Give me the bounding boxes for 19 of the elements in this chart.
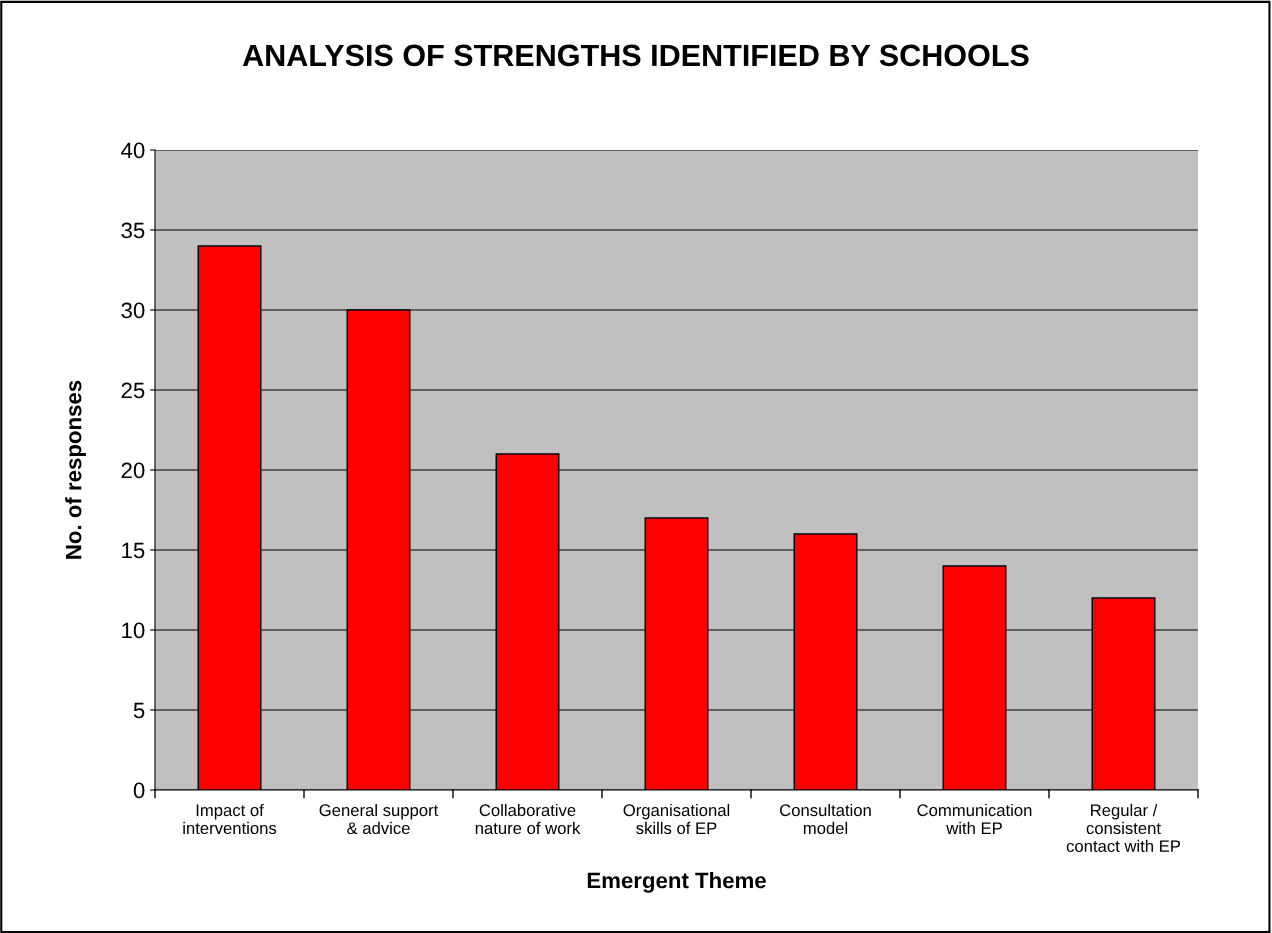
y-tick-label: 40 — [121, 142, 145, 159]
x-tick-label: Organisational skills of EP — [623, 803, 730, 835]
x-tick-label: Communication with EP — [917, 803, 1032, 835]
x-tick-label: Impact of interventions — [183, 803, 277, 835]
x-tick-label: Consultation model — [780, 803, 871, 835]
y-tick-label: 15 — [122, 542, 145, 559]
y-tick-label: 20 — [121, 462, 145, 479]
y-tick-label: 5 — [133, 702, 145, 719]
x-axis-title: Emergent Theme — [587, 872, 766, 893]
x-tick-label: Collaborative nature of work — [475, 803, 581, 835]
y-tick-label: 10 — [122, 622, 145, 639]
y-tick-label: 30 — [121, 302, 145, 319]
chart-title: ANALYSIS OF STRENGTHS IDENTIFIED BY SCHOOLS — [242, 44, 1029, 67]
x-tick-label: General support & advice — [319, 803, 439, 835]
y-tick-label: 0 — [133, 782, 145, 799]
y-tick-label: 35 — [121, 222, 145, 239]
y-axis-title: No. of responses — [65, 380, 86, 559]
x-tick-label: Regular / consistent contact with EP — [1066, 803, 1181, 853]
y-tick-label: 25 — [121, 382, 145, 399]
